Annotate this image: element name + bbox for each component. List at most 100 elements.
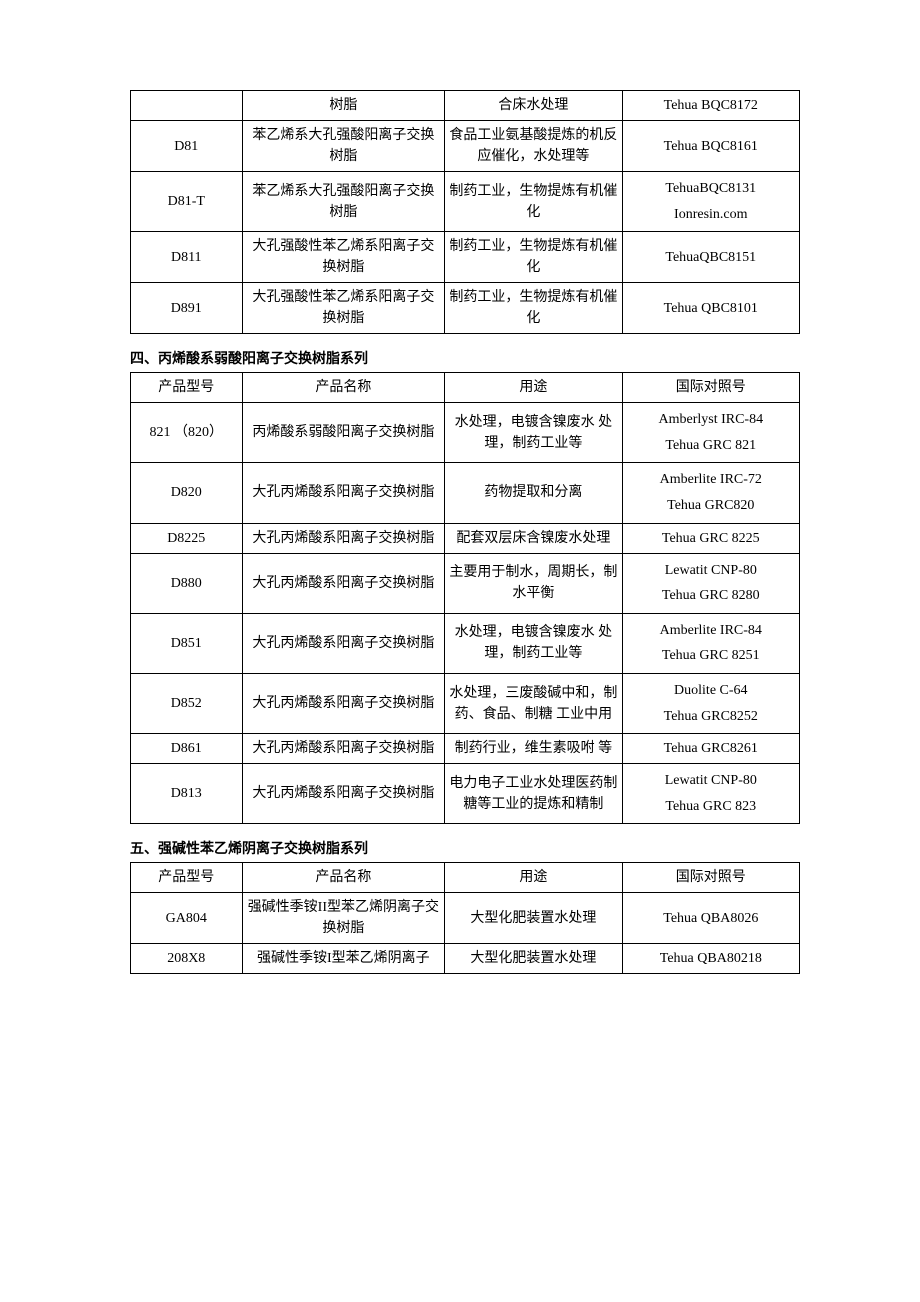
cell-use: 水处理，电镀含镍废水 处理，制药工业等: [445, 403, 622, 463]
cell-ref: Amberlite IRC-84 Tehua GRC 8251: [622, 613, 799, 673]
cell-name: 树脂: [242, 91, 445, 121]
cell-model: D8225: [131, 523, 243, 553]
cell-ref: Tehua BQC8161: [622, 121, 799, 172]
cell-ref: Amberlyst IRC-84 Tehua GRC 821: [622, 403, 799, 463]
cell-ref: TehuaQBC8151: [622, 232, 799, 283]
cell-use: 食品工业氨基酸提炼的机反应催化，水处理等: [445, 121, 622, 172]
cell-use: 大型化肥装置水处理: [445, 944, 622, 974]
cell-ref: Tehua QBA80218: [622, 944, 799, 974]
cell-model: D891: [131, 283, 243, 334]
cell-use: 制药行业，维生素吸咐 等: [445, 734, 622, 764]
table-section3-cont: 树脂 合床水处理 Tehua BQC8172 D81 苯乙烯系大孔强酸阳离子交换…: [130, 90, 800, 334]
table-section4: 产品型号 产品名称 用途 国际对照号 821 （820） 丙烯酸系弱酸阳离子交换…: [130, 372, 800, 824]
table-row: D820 大孔丙烯酸系阳离子交换树脂 药物提取和分离 Amberlite IRC…: [131, 463, 800, 523]
cell-model: D81: [131, 121, 243, 172]
cell-name: 强碱性季铵II型苯乙烯阴离子交换树脂: [242, 893, 445, 944]
table-body: 树脂 合床水处理 Tehua BQC8172 D81 苯乙烯系大孔强酸阳离子交换…: [131, 91, 800, 334]
table-row: GA804 强碱性季铵II型苯乙烯阴离子交换树脂 大型化肥装置水处理 Tehua…: [131, 893, 800, 944]
cell-model: D851: [131, 613, 243, 673]
cell-ref-2: Tehua GRC 8251: [627, 643, 795, 669]
cell-name: 大孔丙烯酸系阳离子交换树脂: [242, 613, 445, 673]
cell-ref-2: Tehua GRC820: [627, 493, 795, 519]
cell-use: 药物提取和分离: [445, 463, 622, 523]
table-body: 产品型号 产品名称 用途 国际对照号 GA804 强碱性季铵II型苯乙烯阴离子交…: [131, 863, 800, 974]
cell-ref-1: Amberlite IRC-72: [627, 467, 795, 493]
cell-ref: Tehua QBC8101: [622, 283, 799, 334]
table-row: D851 大孔丙烯酸系阳离子交换树脂 水处理，电镀含镍废水 处理，制药工业等 A…: [131, 613, 800, 673]
cell-ref: Duolite C-64 Tehua GRC8252: [622, 673, 799, 733]
cell-model: D811: [131, 232, 243, 283]
table-header-row: 产品型号 产品名称 用途 国际对照号: [131, 373, 800, 403]
cell-name: 丙烯酸系弱酸阳离子交换树脂: [242, 403, 445, 463]
table-row: D861 大孔丙烯酸系阳离子交换树脂 制药行业，维生素吸咐 等 Tehua GR…: [131, 734, 800, 764]
cell-ref-1: Duolite C-64: [627, 678, 795, 704]
cell-name: 苯乙烯系大孔强酸阳离子交换 树脂: [242, 121, 445, 172]
cell-ref-2: Tehua GRC 8280: [627, 583, 795, 609]
cell-ref: Lewatit CNP-80 Tehua GRC 8280: [622, 553, 799, 613]
cell-model: [131, 91, 243, 121]
cell-use: 合床水处理: [445, 91, 622, 121]
cell-ref: Tehua QBA8026: [622, 893, 799, 944]
cell-ref-1: Lewatit CNP-80: [627, 768, 795, 794]
cell-use: 大型化肥装置水处理: [445, 893, 622, 944]
cell-ref-1: Lewatit CNP-80: [627, 558, 795, 584]
cell-ref-1: Amberlyst IRC-84: [627, 407, 795, 433]
table-section5: 产品型号 产品名称 用途 国际对照号 GA804 强碱性季铵II型苯乙烯阴离子交…: [130, 862, 800, 974]
table-row: D813 大孔丙烯酸系阳离子交换树脂 电力电子工业水处理医药制糖等工业的提炼和精…: [131, 764, 800, 824]
table-row: 821 （820） 丙烯酸系弱酸阳离子交换树脂 水处理，电镀含镍废水 处理，制药…: [131, 403, 800, 463]
cell-ref-2: Tehua GRC 823: [627, 794, 795, 820]
table-row: D880 大孔丙烯酸系阳离子交换树脂 主要用于制水，周期长，制水平衡 Lewat…: [131, 553, 800, 613]
cell-model: D861: [131, 734, 243, 764]
table-row: D81 苯乙烯系大孔强酸阳离子交换 树脂 食品工业氨基酸提炼的机反应催化，水处理…: [131, 121, 800, 172]
cell-use: 制药工业，生物提炼有机催化: [445, 172, 622, 232]
table-row: D81-T 苯乙烯系大孔强酸阳离子交换 树脂 制药工业，生物提炼有机催化 Teh…: [131, 172, 800, 232]
cell-use: 水处理，电镀含镍废水 处理，制药工业等: [445, 613, 622, 673]
cell-use: 电力电子工业水处理医药制糖等工业的提炼和精制: [445, 764, 622, 824]
cell-model: D81-T: [131, 172, 243, 232]
cell-ref: Tehua BQC8172: [622, 91, 799, 121]
cell-model: 208X8: [131, 944, 243, 974]
table-header-row: 产品型号 产品名称 用途 国际对照号: [131, 863, 800, 893]
section4-heading: 四、丙烯酸系弱酸阳离子交换树脂系列: [130, 348, 800, 368]
cell-ref: Tehua GRC 8225: [622, 523, 799, 553]
table-row: D891 大孔强酸性苯乙烯系阳离子交 换树脂 制药工业，生物提炼有机催化 Teh…: [131, 283, 800, 334]
col-use: 用途: [445, 863, 622, 893]
cell-model: D820: [131, 463, 243, 523]
cell-name: 大孔强酸性苯乙烯系阳离子交 换树脂: [242, 283, 445, 334]
cell-use: 水处理，三废酸碱中和，制药、食品、制糖 工业中用: [445, 673, 622, 733]
cell-model: D852: [131, 673, 243, 733]
col-model: 产品型号: [131, 373, 243, 403]
cell-ref: Amberlite IRC-72 Tehua GRC820: [622, 463, 799, 523]
cell-ref-2: Tehua GRC8252: [627, 704, 795, 730]
cell-ref: TehuaBQC8131 Ionresin.com: [622, 172, 799, 232]
cell-name: 大孔强酸性苯乙烯系阳离子交 换树脂: [242, 232, 445, 283]
cell-ref: Tehua GRC8261: [622, 734, 799, 764]
cell-name: 大孔丙烯酸系阳离子交换树脂: [242, 553, 445, 613]
col-ref: 国际对照号: [622, 863, 799, 893]
cell-model: 821 （820）: [131, 403, 243, 463]
cell-use: 制药工业，生物提炼有机催化: [445, 232, 622, 283]
table-row: D8225 大孔丙烯酸系阳离子交换树脂 配套双层床含镍废水处理 Tehua GR…: [131, 523, 800, 553]
cell-name: 大孔丙烯酸系阳离子交换树脂: [242, 734, 445, 764]
cell-ref-1: TehuaBQC8131: [627, 176, 795, 202]
cell-name: 大孔丙烯酸系阳离子交换树脂: [242, 673, 445, 733]
cell-use: 制药工业，生物提炼有机催化: [445, 283, 622, 334]
cell-model: GA804: [131, 893, 243, 944]
cell-model: D880: [131, 553, 243, 613]
cell-name: 大孔丙烯酸系阳离子交换树脂: [242, 523, 445, 553]
table-body: 产品型号 产品名称 用途 国际对照号 821 （820） 丙烯酸系弱酸阳离子交换…: [131, 373, 800, 824]
col-model: 产品型号: [131, 863, 243, 893]
cell-name: 大孔丙烯酸系阳离子交换树脂: [242, 764, 445, 824]
cell-name: 大孔丙烯酸系阳离子交换树脂: [242, 463, 445, 523]
col-ref: 国际对照号: [622, 373, 799, 403]
cell-ref-2: Tehua GRC 821: [627, 433, 795, 459]
cell-use: 配套双层床含镍废水处理: [445, 523, 622, 553]
table-row: D852 大孔丙烯酸系阳离子交换树脂 水处理，三废酸碱中和，制药、食品、制糖 工…: [131, 673, 800, 733]
col-use: 用途: [445, 373, 622, 403]
cell-ref-2: Ionresin.com: [627, 202, 795, 228]
cell-use: 主要用于制水，周期长，制水平衡: [445, 553, 622, 613]
table-row: 208X8 强碱性季铵I型苯乙烯阴离子 大型化肥装置水处理 Tehua QBA8…: [131, 944, 800, 974]
cell-ref: Lewatit CNP-80 Tehua GRC 823: [622, 764, 799, 824]
col-name: 产品名称: [242, 373, 445, 403]
cell-model: D813: [131, 764, 243, 824]
